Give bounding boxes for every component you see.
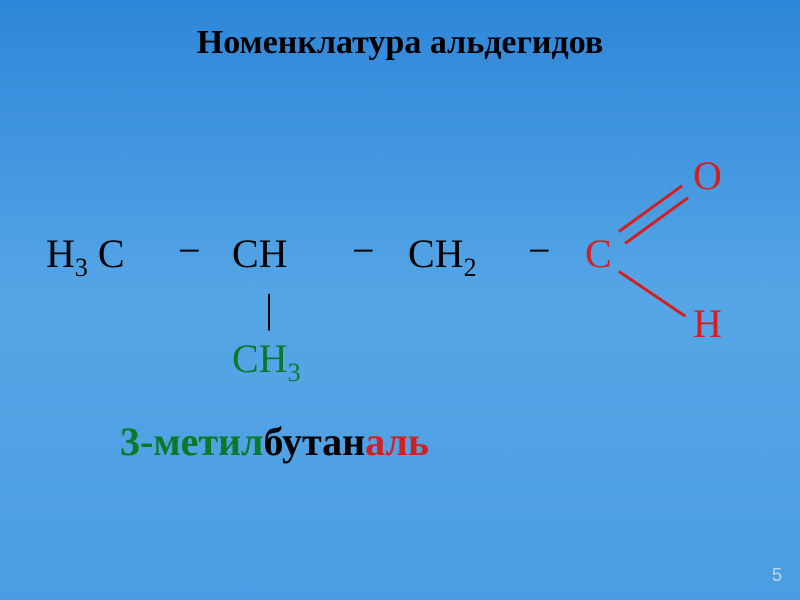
aldehyde-o: O <box>693 152 722 199</box>
atom-c1-sub: 3 <box>75 253 88 282</box>
aldehyde-group: C O H <box>585 150 765 350</box>
bond-1-2: − <box>178 227 201 274</box>
page-number: 5 <box>772 565 782 586</box>
atom-c1-c: C <box>88 231 125 276</box>
bond-branch-vertical: | <box>265 285 273 332</box>
compound-name: 3-метилбутаналь <box>120 418 429 465</box>
atom-c3-ch: CH <box>408 231 464 276</box>
aldehyde-c: C <box>585 230 612 277</box>
atom-c3-sub: 2 <box>464 253 477 282</box>
aldehyde-single-bond <box>618 270 686 317</box>
atom-branch-sub: 3 <box>288 358 301 387</box>
atom-c2-ch: CH <box>232 231 288 276</box>
bond-3-4: − <box>528 227 551 274</box>
atom-c3: CH2 <box>408 230 477 277</box>
aldehyde-h: H <box>693 300 722 347</box>
atom-c2: CH <box>232 230 288 277</box>
name-part-root: бутан <box>263 419 365 464</box>
atom-branch: CH3 <box>232 335 301 382</box>
atom-branch-ch: CH <box>232 336 288 381</box>
slide-title: Номенклатура альдегидов <box>0 24 800 62</box>
slide: Номенклатура альдегидов H3 C − CH − CH2 … <box>0 0 800 600</box>
atom-c1-h: H <box>46 231 75 276</box>
bond-2-3: − <box>352 227 375 274</box>
atom-c1: H3 C <box>46 230 125 277</box>
name-part-suffix: аль <box>365 419 429 464</box>
name-part-prefix: 3-метил <box>120 419 263 464</box>
